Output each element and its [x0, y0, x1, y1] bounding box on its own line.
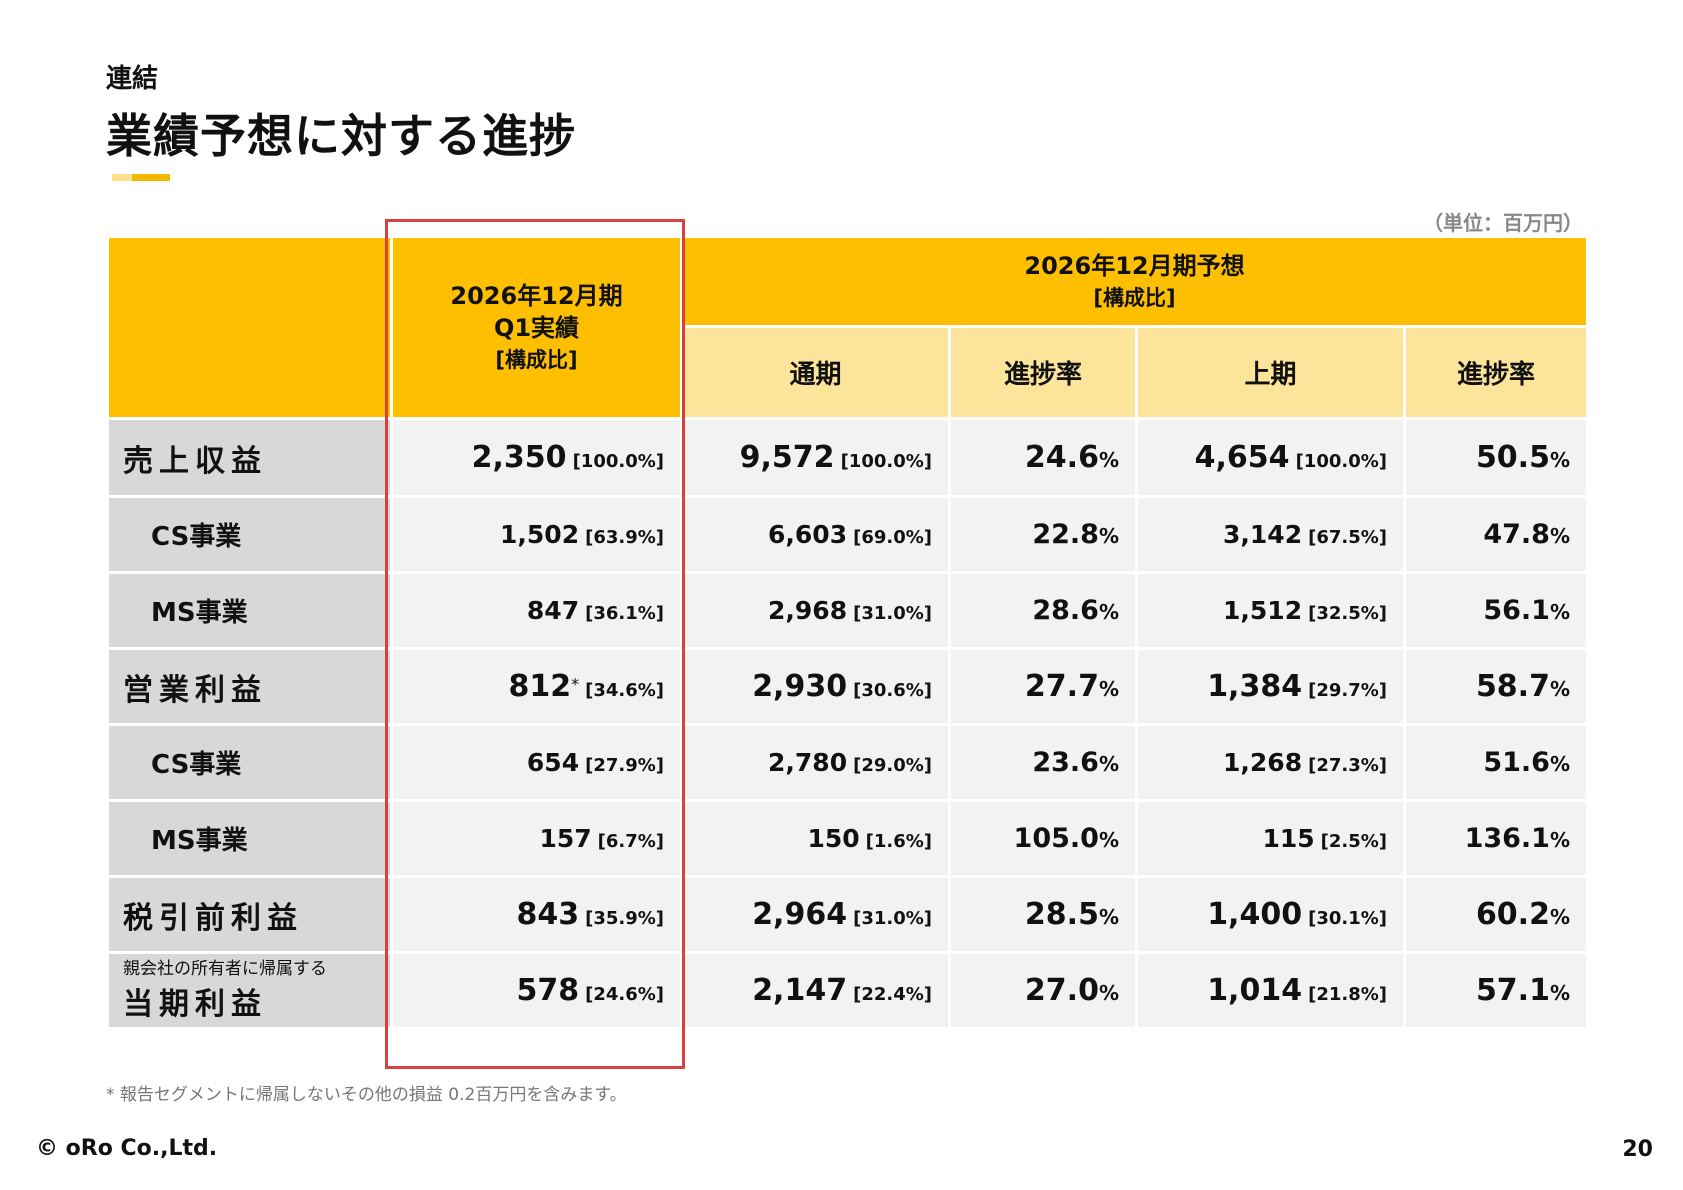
- first-half-cell: 1,400 [30.1%]: [1135, 875, 1406, 954]
- half-progress-cell: 56.1%: [1402, 571, 1590, 650]
- table-row: 売上収益 2,350 [100.0%] 9,572 [100.0%] 24.6% 4,654…: [106, 417, 1590, 498]
- first-half-cell: 1,014 [21.8%]: [1135, 951, 1406, 1030]
- first-half-cell: 1,384 [29.7%]: [1135, 647, 1406, 726]
- half-progress-cell: 136.1%: [1402, 799, 1590, 878]
- row-label: MS事業: [106, 571, 393, 650]
- full-year-cell: 2,780 [29.0%]: [680, 723, 951, 802]
- forecast-progress-table: 2026年12月期 Q1実績 [構成比] 2026年12月期予想 [構成比] 通…: [106, 235, 1590, 1030]
- half-progress-cell: 50.5%: [1402, 417, 1590, 498]
- first-half-cell: 115 [2.5%]: [1135, 799, 1406, 878]
- full-progress-cell: 27.7%: [948, 647, 1138, 726]
- full-year-cell: 2,147 [22.4%]: [680, 951, 951, 1030]
- half-progress-cell: 58.7%: [1402, 647, 1590, 726]
- row-label: 親会社の所有者に帰属する 当期利益: [106, 951, 393, 1030]
- full-progress-cell: 105.0%: [948, 799, 1138, 878]
- full-progress-cell: 28.6%: [948, 571, 1138, 650]
- q1-actual-cell: 812* [34.6%]: [390, 647, 683, 726]
- table-row: 税引前利益 843 [35.9%] 2,964 [31.0%] 28.5% 1,400 [30…: [106, 875, 1590, 954]
- table-row: 営業利益 812* [34.6%] 2,930 [30.6%] 27.7% 1,384 [29…: [106, 647, 1590, 726]
- header-full-year: 通期: [680, 325, 951, 420]
- header-full-progress: 進捗率: [948, 325, 1138, 420]
- full-year-cell: 2,930 [30.6%]: [680, 647, 951, 726]
- row-label: CS事業: [106, 723, 393, 802]
- title-underline: [112, 174, 170, 181]
- page-title: 業績予想に対する進捗: [106, 109, 576, 163]
- half-progress-cell: 60.2%: [1402, 875, 1590, 954]
- page-number: 20: [1622, 1137, 1653, 1162]
- full-progress-cell: 24.6%: [948, 417, 1138, 498]
- company-logo: © oRo Co.,Ltd.: [36, 1136, 218, 1161]
- table-row: CS事業 1,502 [63.9%] 6,603 [69.0%] 22.8% 3,142 [6…: [106, 495, 1590, 574]
- full-year-cell: 6,603 [69.0%]: [680, 495, 951, 574]
- row-label: 税引前利益: [106, 875, 393, 954]
- full-progress-cell: 22.8%: [948, 495, 1138, 574]
- q1-actual-cell: 578 [24.6%]: [390, 951, 683, 1030]
- q1-actual-cell: 1,502 [63.9%]: [390, 495, 683, 574]
- full-year-cell: 2,968 [31.0%]: [680, 571, 951, 650]
- header-half-progress: 進捗率: [1402, 325, 1590, 420]
- header-forecast: 2026年12月期予想 [構成比]: [679, 235, 1590, 328]
- half-progress-cell: 47.8%: [1402, 495, 1590, 574]
- q1-actual-cell: 843 [35.9%]: [390, 875, 683, 954]
- first-half-cell: 1,268 [27.3%]: [1135, 723, 1406, 802]
- full-year-cell: 2,964 [31.0%]: [680, 875, 951, 954]
- q1-actual-cell: 157 [6.7%]: [390, 799, 683, 878]
- table-row: MS事業 157 [6.7%] 150 [1.6%] 105.0% 115 [2.5%] 136…: [106, 799, 1590, 878]
- row-label: MS事業: [106, 799, 393, 878]
- row-label: CS事業: [106, 495, 393, 574]
- first-half-cell: 1,512 [32.5%]: [1135, 571, 1406, 650]
- q1-actual-cell: 2,350 [100.0%]: [390, 417, 683, 498]
- unit-label: （単位：百万円）: [1423, 211, 1583, 235]
- full-progress-cell: 28.5%: [948, 875, 1138, 954]
- full-progress-cell: 23.6%: [948, 723, 1138, 802]
- table-row: CS事業 654 [27.9%] 2,780 [29.0%] 23.6% 1,268 [27.…: [106, 723, 1590, 802]
- row-label: 売上収益: [106, 417, 393, 498]
- q1-actual-cell: 654 [27.9%]: [390, 723, 683, 802]
- full-progress-cell: 27.0%: [948, 951, 1138, 1030]
- full-year-cell: 150 [1.6%]: [680, 799, 951, 878]
- first-half-cell: 3,142 [67.5%]: [1135, 495, 1406, 574]
- header-q1-actual: 2026年12月期 Q1実績 [構成比]: [390, 235, 683, 420]
- half-progress-cell: 57.1%: [1402, 951, 1590, 1030]
- half-progress-cell: 51.6%: [1402, 723, 1590, 802]
- footnote-mark: *: [571, 674, 580, 694]
- table-row: MS事業 847 [36.1%] 2,968 [31.0%] 28.6% 1,512 [32.…: [106, 571, 1590, 650]
- header-first-half: 上期: [1135, 325, 1406, 420]
- table-row: 親会社の所有者に帰属する 当期利益 578 [24.6%] 2,147 [22.4%] 27…: [106, 951, 1590, 1030]
- header-corner: [106, 235, 393, 420]
- full-year-cell: 9,572 [100.0%]: [680, 417, 951, 498]
- section-subtitle: 連結: [106, 64, 159, 94]
- first-half-cell: 4,654 [100.0%]: [1135, 417, 1406, 498]
- q1-actual-cell: 847 [36.1%]: [390, 571, 683, 650]
- footnote: * 報告セグメントに帰属しないその他の損益 0.2百万円を含みます。: [106, 1085, 627, 1105]
- row-label: 営業利益: [106, 647, 393, 726]
